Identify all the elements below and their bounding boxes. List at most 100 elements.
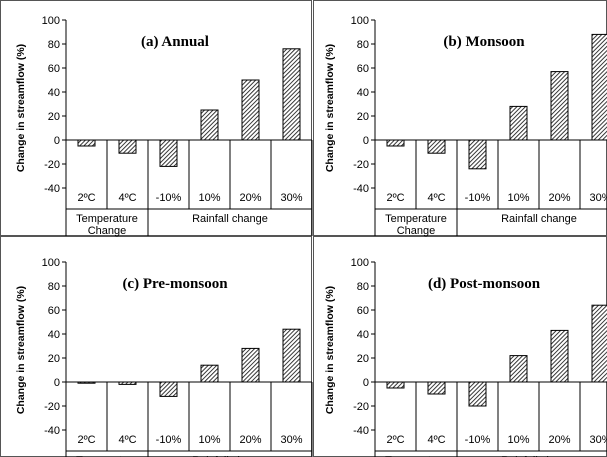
chart-panel: 100 80 60 40 20 0 -20 -40 2ºC 4ºC -10% 10% 20% 30% Tem… — [15, 15, 313, 237]
x-category-label: -10% — [465, 192, 491, 204]
bar — [509, 355, 528, 383]
x-category-label: 10% — [198, 192, 220, 204]
x-category-label: 30% — [280, 434, 302, 446]
y-tick-label: 100 — [42, 15, 60, 27]
x-category-label: 20% — [239, 434, 261, 446]
y-tick-label: 20 — [48, 353, 60, 365]
panel-title: (d) Post-monsoon — [428, 276, 541, 292]
x-category-label: 10% — [507, 434, 529, 446]
panel-title: (b) Monsoon — [443, 34, 525, 50]
y-tick-label: -40 — [44, 425, 60, 437]
y-tick-label: 40 — [48, 87, 60, 99]
chart-panel: 100 80 60 40 20 0 -20 -40 2ºC 4ºC -10% 10% 20% 30% Tem… — [324, 257, 607, 457]
x-category-label: 4ºC — [427, 192, 445, 204]
bar — [591, 304, 607, 383]
bar — [77, 139, 96, 147]
x-category-label: 10% — [198, 434, 220, 446]
bar — [386, 139, 405, 147]
group-label-rainfall: Rainfall change — [501, 455, 577, 457]
y-tick-label: 100 — [351, 15, 369, 27]
y-tick-label: 80 — [357, 39, 369, 51]
y-axis-label: Change in streamflow (%) — [15, 44, 27, 172]
y-tick-label: 60 — [48, 305, 60, 317]
y-tick-label: -40 — [353, 425, 369, 437]
bar — [118, 139, 137, 154]
y-tick-label: 0 — [54, 377, 60, 389]
panel-border — [0, 236, 312, 457]
x-category-label: 10% — [507, 192, 529, 204]
y-tick-label: -20 — [44, 159, 60, 171]
bar — [468, 381, 487, 407]
y-tick-label: 0 — [363, 135, 369, 147]
y-tick-label: 20 — [357, 353, 369, 365]
y-axis-label: Change in streamflow (%) — [324, 286, 336, 414]
y-tick-label: 80 — [48, 39, 60, 51]
x-category-label: 30% — [589, 192, 607, 204]
x-category-label: 4ºC — [118, 434, 136, 446]
bar — [241, 79, 260, 141]
x-category-label: 2ºC — [77, 192, 95, 204]
bar — [427, 381, 446, 395]
x-category-label: 2ºC — [77, 434, 95, 446]
y-tick-label: 0 — [54, 135, 60, 147]
y-tick-label: 40 — [357, 329, 369, 341]
bar — [427, 139, 446, 154]
x-category-label: 30% — [280, 192, 302, 204]
chart-panel: 100 80 60 40 20 0 -20 -40 2ºC 4ºC -10% 10% 20% 30% Tem… — [15, 257, 313, 457]
panel-title: (a) Annual — [141, 34, 209, 50]
group-label-rainfall: Rainfall change — [501, 213, 577, 225]
y-tick-label: 80 — [357, 281, 369, 293]
y-tick-label: -20 — [353, 401, 369, 413]
panel-title: (c) Pre-monsoon — [122, 276, 228, 292]
y-tick-label: -20 — [44, 401, 60, 413]
x-category-label: 20% — [548, 192, 570, 204]
bar — [200, 109, 219, 141]
bar — [550, 71, 569, 141]
y-axis-label: Change in streamflow (%) — [324, 44, 336, 172]
bar — [159, 139, 178, 167]
bar — [77, 381, 96, 384]
bar — [386, 381, 405, 389]
group-label-rainfall: Rainfall change — [192, 213, 268, 225]
y-tick-label: 60 — [48, 63, 60, 75]
x-category-label: 2ºC — [386, 192, 404, 204]
x-category-label: 20% — [548, 434, 570, 446]
x-category-label: 4ºC — [118, 192, 136, 204]
bar — [159, 381, 178, 397]
x-category-label: -10% — [465, 434, 491, 446]
x-category-label: -10% — [156, 192, 182, 204]
bar — [118, 381, 137, 385]
x-category-label: 30% — [589, 434, 607, 446]
bar — [200, 364, 219, 383]
y-tick-label: 100 — [42, 257, 60, 269]
y-tick-label: -40 — [353, 183, 369, 195]
panel-border — [0, 0, 312, 236]
x-category-label: -10% — [156, 434, 182, 446]
bar — [241, 347, 260, 383]
y-tick-label: 80 — [48, 281, 60, 293]
bar — [468, 139, 487, 170]
y-tick-label: 40 — [48, 329, 60, 341]
y-tick-label: -40 — [44, 183, 60, 195]
x-category-label: 20% — [239, 192, 261, 204]
bar — [591, 33, 607, 141]
bar — [282, 48, 301, 141]
chart-panel: 100 80 60 40 20 0 -20 -40 2ºC 4ºC -10% 10% 20% 30% Tem… — [324, 15, 607, 237]
group-label-rainfall: Rainfall change — [192, 455, 268, 457]
y-axis-label: Change in streamflow (%) — [15, 286, 27, 414]
y-tick-label: 0 — [363, 377, 369, 389]
bar — [550, 329, 569, 383]
y-tick-label: 20 — [48, 111, 60, 123]
y-tick-label: -20 — [353, 159, 369, 171]
y-tick-label: 60 — [357, 63, 369, 75]
y-tick-label: 100 — [351, 257, 369, 269]
x-category-label: 2ºC — [386, 434, 404, 446]
bar — [509, 105, 528, 141]
x-category-label: 4ºC — [427, 434, 445, 446]
y-tick-label: 40 — [357, 87, 369, 99]
y-tick-label: 20 — [357, 111, 369, 123]
